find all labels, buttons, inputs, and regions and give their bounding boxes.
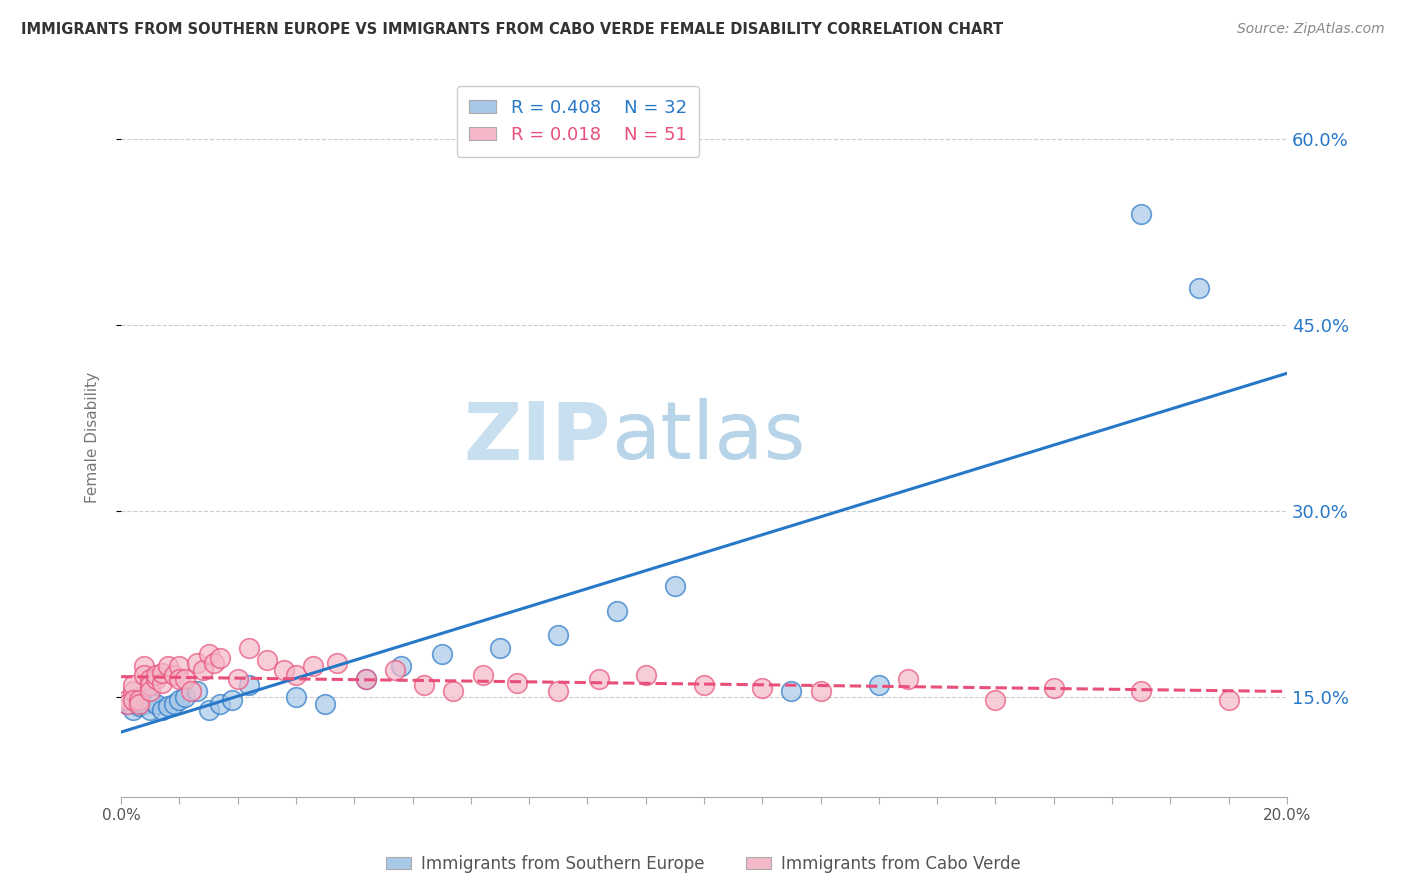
Point xyxy=(810,684,832,698)
Point xyxy=(1130,684,1153,698)
Point xyxy=(302,659,325,673)
Point xyxy=(121,693,143,707)
Point xyxy=(134,697,156,711)
Point xyxy=(588,672,610,686)
Point xyxy=(115,697,138,711)
Point xyxy=(145,668,167,682)
Point xyxy=(273,663,295,677)
Point xyxy=(489,640,512,655)
Point xyxy=(115,693,138,707)
Point xyxy=(285,690,308,705)
Point xyxy=(191,663,214,677)
Point xyxy=(354,672,377,686)
Point xyxy=(115,697,138,711)
Point xyxy=(1042,681,1064,695)
Point xyxy=(209,650,232,665)
Point xyxy=(868,678,890,692)
Point xyxy=(128,697,150,711)
Point xyxy=(139,684,162,698)
Point xyxy=(169,672,191,686)
Point xyxy=(162,668,184,682)
Point xyxy=(180,684,202,698)
Point xyxy=(145,672,167,686)
Point xyxy=(226,672,249,686)
Point xyxy=(139,693,162,707)
Point xyxy=(197,703,219,717)
Point xyxy=(389,659,412,673)
Point xyxy=(238,640,260,655)
Legend: Immigrants from Southern Europe, Immigrants from Cabo Verde: Immigrants from Southern Europe, Immigra… xyxy=(378,848,1028,880)
Point xyxy=(150,703,173,717)
Legend: R = 0.408    N = 32, R = 0.018    N = 51: R = 0.408 N = 32, R = 0.018 N = 51 xyxy=(457,87,700,157)
Point xyxy=(897,672,920,686)
Point xyxy=(441,684,464,698)
Point xyxy=(150,675,173,690)
Point xyxy=(139,672,162,686)
Point xyxy=(145,697,167,711)
Point xyxy=(169,659,191,673)
Point xyxy=(202,656,225,670)
Text: IMMIGRANTS FROM SOUTHERN EUROPE VS IMMIGRANTS FROM CABO VERDE FEMALE DISABILITY : IMMIGRANTS FROM SOUTHERN EUROPE VS IMMIG… xyxy=(21,22,1004,37)
Point xyxy=(471,668,494,682)
Point xyxy=(326,656,349,670)
Point xyxy=(664,579,686,593)
Point xyxy=(780,684,803,698)
Point xyxy=(634,668,657,682)
Point xyxy=(169,693,191,707)
Point xyxy=(430,647,453,661)
Point xyxy=(121,693,143,707)
Point xyxy=(606,604,628,618)
Point xyxy=(256,653,278,667)
Point xyxy=(139,703,162,717)
Point xyxy=(1188,281,1211,295)
Point xyxy=(384,663,406,677)
Point xyxy=(139,678,162,692)
Point xyxy=(186,656,208,670)
Point xyxy=(751,681,773,695)
Point xyxy=(128,690,150,705)
Text: ZIP: ZIP xyxy=(464,398,610,476)
Point xyxy=(174,672,197,686)
Point xyxy=(693,678,716,692)
Point xyxy=(134,668,156,682)
Point xyxy=(984,693,1007,707)
Point xyxy=(547,628,569,642)
Text: atlas: atlas xyxy=(610,398,806,476)
Point xyxy=(186,684,208,698)
Point xyxy=(1130,207,1153,221)
Point xyxy=(121,684,143,698)
Point xyxy=(547,684,569,698)
Point xyxy=(150,665,173,680)
Y-axis label: Female Disability: Female Disability xyxy=(86,371,100,502)
Point xyxy=(285,668,308,682)
Point xyxy=(209,697,232,711)
Point xyxy=(121,703,143,717)
Point xyxy=(156,699,179,714)
Point xyxy=(156,659,179,673)
Point xyxy=(174,690,197,705)
Point xyxy=(128,699,150,714)
Point xyxy=(506,675,529,690)
Point xyxy=(413,678,436,692)
Point xyxy=(121,678,143,692)
Point xyxy=(238,678,260,692)
Point xyxy=(314,697,336,711)
Point xyxy=(162,697,184,711)
Point xyxy=(197,647,219,661)
Point xyxy=(134,659,156,673)
Text: Source: ZipAtlas.com: Source: ZipAtlas.com xyxy=(1237,22,1385,37)
Point xyxy=(221,693,243,707)
Point xyxy=(128,693,150,707)
Point xyxy=(354,672,377,686)
Point xyxy=(1218,693,1240,707)
